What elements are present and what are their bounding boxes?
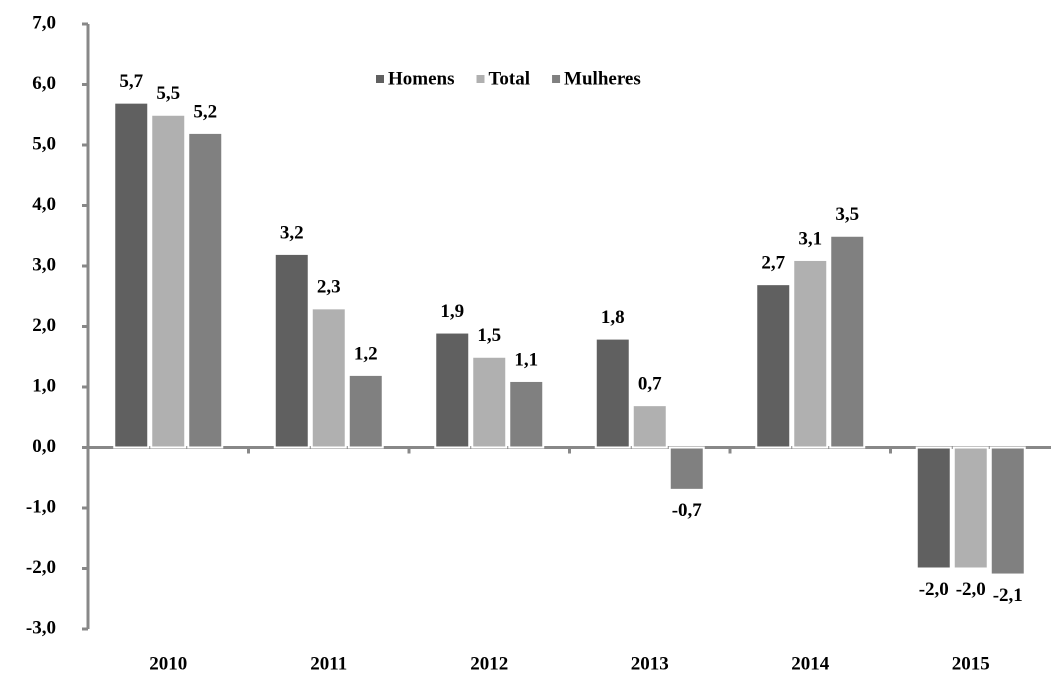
y-tick-label: 4,0: [32, 194, 56, 215]
y-tick-label: 3,0: [32, 254, 56, 275]
legend-label: Mulheres: [564, 68, 641, 89]
bar: [187, 131, 224, 449]
data-label: 1,1: [514, 349, 538, 370]
legend-label: Total: [489, 68, 531, 89]
bar: [347, 373, 384, 449]
data-label: -2,0: [956, 579, 986, 600]
legend-swatch: [552, 75, 561, 83]
y-tick-label: -2,0: [26, 557, 56, 578]
data-label: -2,1: [993, 585, 1023, 606]
bar: [952, 446, 989, 570]
bar: [792, 258, 829, 449]
x-tick-label: 2014: [791, 653, 830, 674]
x-tick-label: 2015: [952, 653, 990, 674]
data-label: 5,2: [193, 101, 217, 122]
data-label: 3,5: [835, 204, 859, 225]
y-tick-label: 7,0: [32, 12, 56, 33]
bar: [310, 307, 347, 449]
y-tick-label: -1,0: [26, 496, 56, 517]
y-tick-label: -3,0: [26, 617, 56, 638]
bar: [594, 337, 631, 449]
bar: [755, 283, 792, 449]
data-label: 2,7: [761, 253, 785, 274]
data-label: 1,5: [477, 325, 501, 346]
data-label: 5,7: [119, 71, 143, 92]
bar: [989, 446, 1026, 576]
data-label: 3,1: [798, 228, 822, 249]
bar: [113, 101, 150, 449]
data-label: 1,8: [601, 307, 625, 328]
y-tick-label: 5,0: [32, 133, 56, 154]
data-label: -0,7: [672, 500, 703, 521]
bar: [829, 234, 866, 449]
legend-label: Homens: [388, 68, 455, 89]
bar: [631, 404, 668, 449]
bar: [508, 379, 545, 449]
x-tick-label: 2010: [149, 653, 187, 674]
data-label: -2,0: [919, 579, 949, 600]
y-tick-label: 0,0: [32, 436, 56, 457]
x-tick-label: 2011: [310, 653, 347, 674]
x-tick-label: 2012: [470, 653, 508, 674]
legend-swatch: [376, 75, 384, 83]
bar: [273, 252, 310, 449]
legend-swatch: [476, 75, 485, 83]
y-tick-label: 6,0: [32, 73, 56, 94]
data-label: 2,3: [317, 277, 341, 298]
y-tick-label: 1,0: [32, 375, 56, 396]
bar: [668, 446, 705, 491]
data-label: 0,7: [638, 374, 662, 395]
bar: [434, 331, 471, 449]
x-tick-label: 2013: [631, 653, 669, 674]
y-tick-label: 2,0: [32, 315, 56, 336]
bar: [150, 113, 187, 449]
data-label: 5,5: [156, 83, 180, 104]
bar: [471, 355, 508, 449]
data-label: 1,2: [354, 343, 378, 364]
bar: [915, 446, 952, 570]
data-label: 1,9: [440, 301, 464, 322]
data-label: 3,2: [280, 222, 304, 243]
